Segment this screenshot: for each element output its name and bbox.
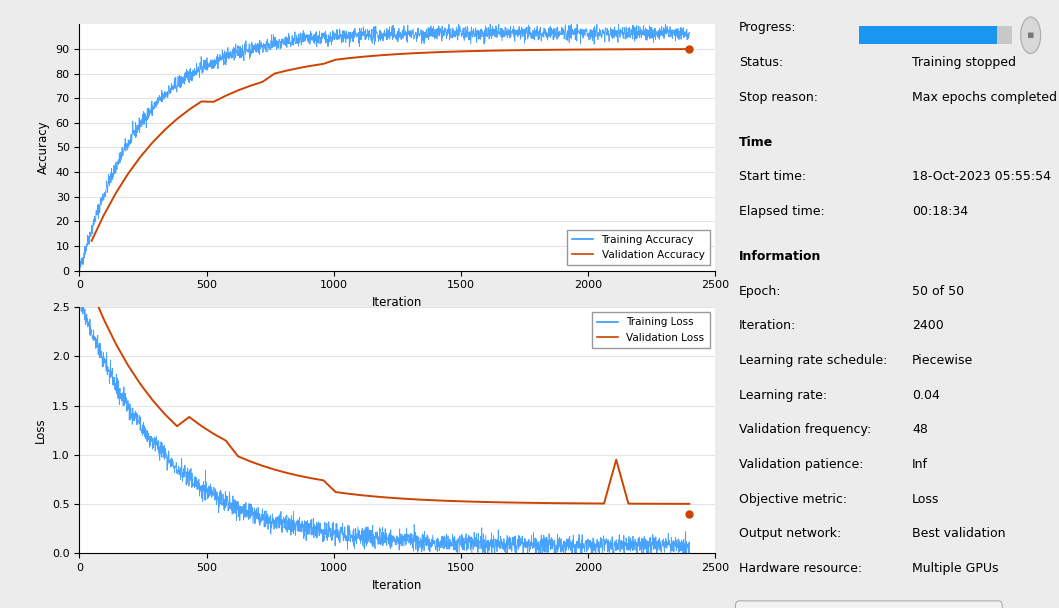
- Bar: [859, 26, 1012, 44]
- Text: Multiple GPUs: Multiple GPUs: [912, 562, 999, 575]
- Y-axis label: Accuracy: Accuracy: [37, 120, 50, 174]
- Circle shape: [1021, 17, 1041, 54]
- Text: 00:18:34: 00:18:34: [912, 205, 968, 218]
- Text: Stop reason:: Stop reason:: [739, 91, 818, 103]
- Text: Piecewise: Piecewise: [912, 354, 973, 367]
- Text: 50 of 50: 50 of 50: [912, 285, 965, 298]
- Text: Learning rate:: Learning rate:: [739, 389, 827, 402]
- Text: Validation patience:: Validation patience:: [739, 458, 863, 471]
- X-axis label: Iteration: Iteration: [372, 296, 423, 309]
- Y-axis label: Loss: Loss: [34, 417, 47, 443]
- Text: Epoch:: Epoch:: [739, 285, 782, 298]
- Text: 48: 48: [912, 423, 928, 437]
- Text: ▪: ▪: [1027, 30, 1035, 40]
- FancyBboxPatch shape: [735, 601, 1002, 608]
- Text: Learning rate schedule:: Learning rate schedule:: [739, 354, 887, 367]
- Text: Objective metric:: Objective metric:: [739, 492, 847, 506]
- Text: Inf: Inf: [912, 458, 929, 471]
- X-axis label: Iteration: Iteration: [372, 579, 423, 592]
- Legend: Training Loss, Validation Loss: Training Loss, Validation Loss: [592, 313, 710, 348]
- Text: Elapsed time:: Elapsed time:: [739, 205, 825, 218]
- Text: Progress:: Progress:: [739, 21, 796, 34]
- Text: 0.04: 0.04: [912, 389, 940, 402]
- Text: Loss: Loss: [912, 492, 939, 506]
- Text: Validation frequency:: Validation frequency:: [739, 423, 870, 437]
- Text: Hardware resource:: Hardware resource:: [739, 562, 862, 575]
- Text: Best validation: Best validation: [912, 527, 1006, 541]
- Text: Training stopped: Training stopped: [912, 56, 1017, 69]
- Text: Status:: Status:: [739, 56, 783, 69]
- Text: Output network:: Output network:: [739, 527, 841, 541]
- Legend: Training Accuracy, Validation Accuracy: Training Accuracy, Validation Accuracy: [568, 230, 710, 265]
- Text: Information: Information: [739, 250, 821, 263]
- Text: Start time:: Start time:: [739, 170, 806, 183]
- Text: Iteration:: Iteration:: [739, 319, 796, 333]
- Text: Max epochs completed: Max epochs completed: [912, 91, 1057, 103]
- Text: 2400: 2400: [912, 319, 944, 333]
- Text: Time: Time: [739, 136, 773, 148]
- Text: 18-Oct-2023 05:55:54: 18-Oct-2023 05:55:54: [912, 170, 1052, 183]
- Bar: [859, 26, 997, 44]
